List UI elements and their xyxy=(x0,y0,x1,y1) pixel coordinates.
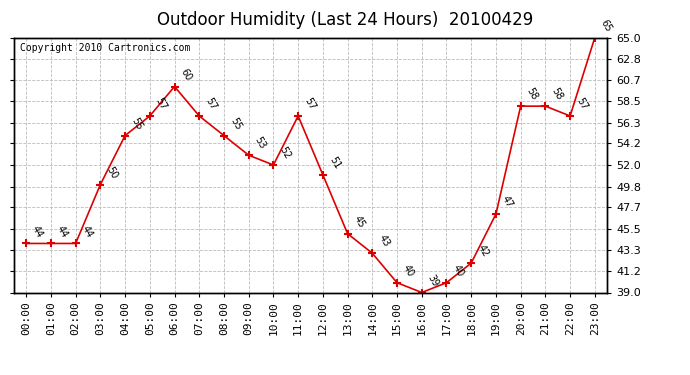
Text: 42: 42 xyxy=(475,243,490,259)
Text: 40: 40 xyxy=(401,263,416,279)
Text: 40: 40 xyxy=(451,263,466,279)
Text: 57: 57 xyxy=(154,96,169,112)
Text: 60: 60 xyxy=(179,67,193,82)
Text: 57: 57 xyxy=(204,96,218,112)
Text: 65: 65 xyxy=(599,18,614,33)
Text: 53: 53 xyxy=(253,135,268,151)
Text: 58: 58 xyxy=(549,86,564,102)
Text: 55: 55 xyxy=(228,116,243,131)
Text: 44: 44 xyxy=(55,224,70,239)
Text: 51: 51 xyxy=(327,155,342,171)
Text: Copyright 2010 Cartronics.com: Copyright 2010 Cartronics.com xyxy=(20,43,190,52)
Text: 44: 44 xyxy=(80,224,95,239)
Text: 52: 52 xyxy=(277,145,293,161)
Text: 50: 50 xyxy=(104,165,119,180)
Text: 47: 47 xyxy=(500,194,515,210)
Text: 57: 57 xyxy=(574,96,589,112)
Text: 39: 39 xyxy=(426,273,441,288)
Text: 58: 58 xyxy=(525,86,540,102)
Text: 45: 45 xyxy=(352,214,366,230)
Text: Outdoor Humidity (Last 24 Hours)  20100429: Outdoor Humidity (Last 24 Hours) 2010042… xyxy=(157,11,533,29)
Text: 55: 55 xyxy=(129,116,144,131)
Text: 43: 43 xyxy=(377,234,391,249)
Text: 44: 44 xyxy=(30,224,45,239)
Text: 57: 57 xyxy=(302,96,317,112)
